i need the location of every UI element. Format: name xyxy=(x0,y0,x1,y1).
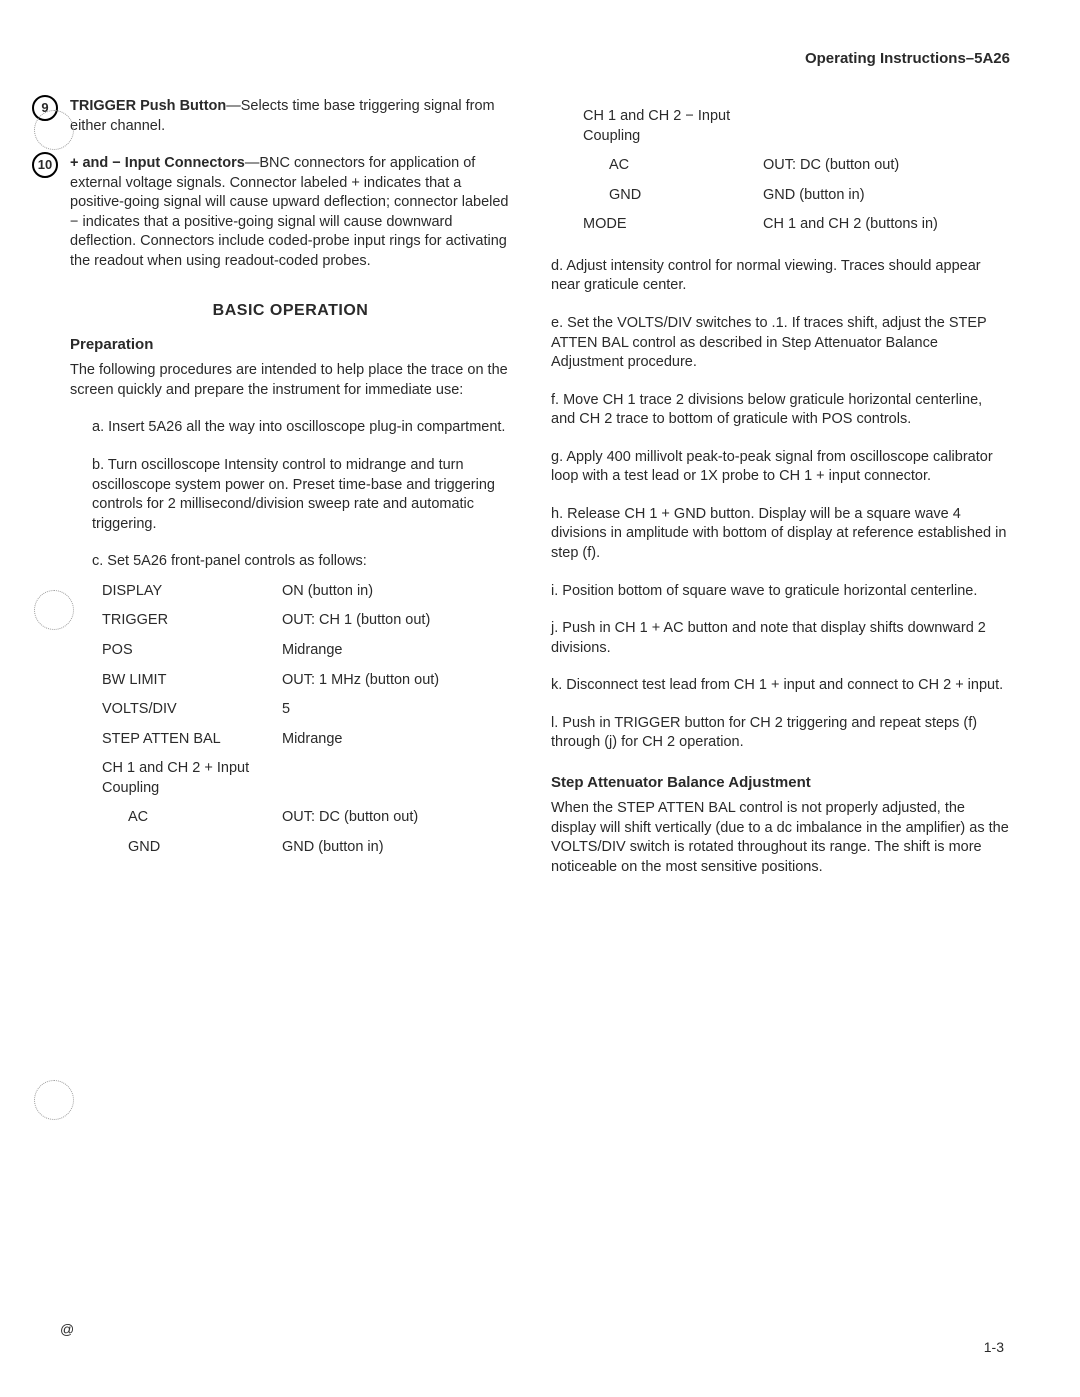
step-a: a. Insert 5A26 all the way into oscillos… xyxy=(70,418,511,438)
control-label: GND xyxy=(128,838,282,858)
item-10-rest: —BNC connectors for application of exter… xyxy=(70,155,508,269)
item-9-lead: TRIGGER Push Button xyxy=(70,98,226,114)
right-column: CH 1 and CH 2 − Input Coupling ACOUT: DC … xyxy=(551,97,1010,895)
control-value: OUT: DC (button out) xyxy=(282,808,511,828)
control-label: GND xyxy=(609,186,763,206)
right-controls-list: CH 1 and CH 2 − Input Coupling ACOUT: DC … xyxy=(551,107,1010,235)
control-row: GNDGND (button in) xyxy=(70,838,511,858)
control-label: AC xyxy=(128,808,282,828)
control-label: AC xyxy=(609,156,763,176)
control-row: CH 1 and CH 2 + Input Coupling xyxy=(70,759,511,798)
step-i: i. Position bottom of square wave to gra… xyxy=(551,582,1010,602)
control-value xyxy=(282,759,511,798)
item-9: 9 TRIGGER Push Button—Selects time base … xyxy=(32,97,511,136)
control-label: POS xyxy=(102,641,282,661)
step-g: g. Apply 400 millivolt peak-to-peak sign… xyxy=(551,448,1010,487)
step-l: l. Push in TRIGGER button for CH 2 trigg… xyxy=(551,714,1010,753)
binder-hole-mid xyxy=(34,590,74,630)
control-value: OUT: CH 1 (button out) xyxy=(282,611,511,631)
control-label: CH 1 and CH 2 − Input Coupling xyxy=(583,107,763,146)
item-9-text: TRIGGER Push Button—Selects time base tr… xyxy=(70,97,511,136)
step-h: h. Release CH 1 + GND button. Display wi… xyxy=(551,505,1010,564)
control-value: OUT: DC (button out) xyxy=(763,156,1010,176)
control-value: GND (button in) xyxy=(282,838,511,858)
page-number: 1-3 xyxy=(984,1339,1004,1355)
item-10-lead: + and − Input Connectors xyxy=(70,155,245,171)
preparation-heading: Preparation xyxy=(70,335,511,355)
control-row: TRIGGEROUT: CH 1 (button out) xyxy=(70,611,511,631)
control-value: Midrange xyxy=(282,730,511,750)
control-value: GND (button in) xyxy=(763,186,1010,206)
control-label: CH 1 and CH 2 + Input Coupling xyxy=(102,759,282,798)
item-10-number: 10 xyxy=(32,152,58,178)
binder-hole-top xyxy=(34,110,74,150)
control-label: STEP ATTEN BAL xyxy=(102,730,282,750)
item-10-text: + and − Input Connectors—BNC connectors … xyxy=(70,154,511,271)
control-row: MODECH 1 and CH 2 (buttons in) xyxy=(551,215,1010,235)
control-row: POSMidrange xyxy=(70,641,511,661)
step-j: j. Push in CH 1 + AC button and note tha… xyxy=(551,619,1010,658)
control-value: 5 xyxy=(282,700,511,720)
control-value: OUT: 1 MHz (button out) xyxy=(282,671,511,691)
control-row: ACOUT: DC (button out) xyxy=(70,808,511,828)
step-e: e. Set the VOLTS/DIV switches to .1. If … xyxy=(551,314,1010,373)
binder-hole-bot xyxy=(34,1080,74,1120)
step-c: c. Set 5A26 front-panel controls as foll… xyxy=(70,552,511,572)
control-row: BW LIMITOUT: 1 MHz (button out) xyxy=(70,671,511,691)
preparation-intro: The following procedures are intended to… xyxy=(70,361,511,400)
control-label: DISPLAY xyxy=(102,582,282,602)
left-column: 9 TRIGGER Push Button—Selects time base … xyxy=(70,97,511,895)
control-label: MODE xyxy=(583,215,763,235)
at-symbol: @ xyxy=(60,1321,74,1337)
control-value: CH 1 and CH 2 (buttons in) xyxy=(763,215,1010,235)
control-row: VOLTS/DIV5 xyxy=(70,700,511,720)
control-row: CH 1 and CH 2 − Input Coupling xyxy=(551,107,1010,146)
step-k: k. Disconnect test lead from CH 1 + inpu… xyxy=(551,676,1010,696)
control-label: BW LIMIT xyxy=(102,671,282,691)
page-header: Operating Instructions–5A26 xyxy=(70,50,1010,67)
control-value: Midrange xyxy=(282,641,511,661)
control-row: DISPLAYON (button in) xyxy=(70,582,511,602)
control-label: VOLTS/DIV xyxy=(102,700,282,720)
item-10: 10 + and − Input Connectors—BNC connecto… xyxy=(32,154,511,271)
basic-operation-heading: BASIC OPERATION xyxy=(70,300,511,322)
control-row: STEP ATTEN BALMidrange xyxy=(70,730,511,750)
step-atten-heading: Step Attenuator Balance Adjustment xyxy=(551,773,1010,793)
control-label: TRIGGER xyxy=(102,611,282,631)
control-value xyxy=(763,107,1010,146)
step-atten-para: When the STEP ATTEN BAL control is not p… xyxy=(551,799,1010,877)
step-f: f. Move CH 1 trace 2 divisions below gra… xyxy=(551,391,1010,430)
control-row: ACOUT: DC (button out) xyxy=(551,156,1010,176)
step-d: d. Adjust intensity control for normal v… xyxy=(551,257,1010,296)
left-controls-list: DISPLAYON (button in)TRIGGEROUT: CH 1 (b… xyxy=(70,582,511,858)
two-column-layout: 9 TRIGGER Push Button—Selects time base … xyxy=(70,97,1010,895)
control-row: GNDGND (button in) xyxy=(551,186,1010,206)
step-b: b. Turn oscilloscope Intensity control t… xyxy=(70,456,511,534)
control-value: ON (button in) xyxy=(282,582,511,602)
